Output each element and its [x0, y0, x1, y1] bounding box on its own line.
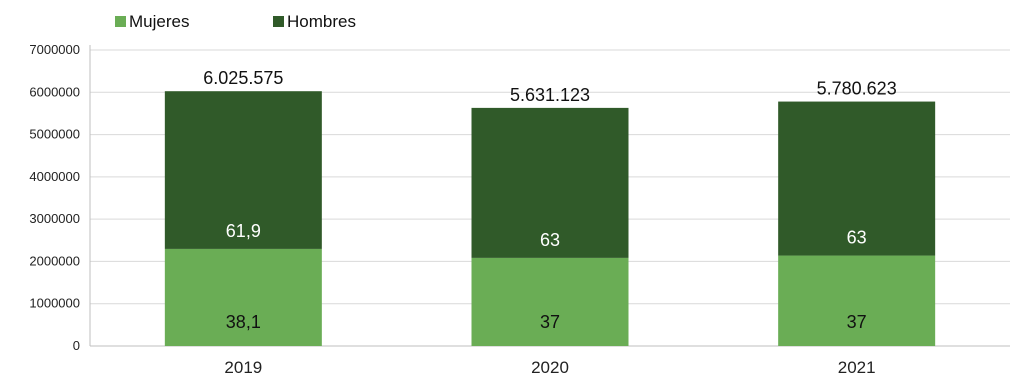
data-label-mujeres: 37 — [847, 312, 867, 332]
total-label: 5.631.123 — [510, 85, 590, 105]
y-tick-label: 1000000 — [29, 296, 80, 311]
x-tick-label: 2019 — [224, 358, 262, 377]
legend-item-hombres: Hombres — [273, 12, 356, 31]
data-label-mujeres: 38,1 — [226, 312, 261, 332]
y-tick-label: 7000000 — [29, 42, 80, 57]
total-label: 5.780.623 — [817, 79, 897, 99]
data-label-hombres: 63 — [540, 230, 560, 250]
data-label-hombres: 61,9 — [226, 221, 261, 241]
data-label-mujeres: 37 — [540, 312, 560, 332]
bar-hombres-2019 — [164, 91, 322, 249]
y-tick-label: 5000000 — [29, 127, 80, 142]
x-tick-label: 2020 — [531, 358, 569, 377]
bar-mujeres-2020 — [471, 257, 629, 346]
legend: Mujeres Hombres — [115, 12, 356, 31]
total-label: 6.025.575 — [203, 68, 283, 88]
y-tick-label: 4000000 — [29, 169, 80, 184]
y-tick-label: 3000000 — [29, 211, 80, 226]
bar-group-2020: 37 63 5.631.123 — [471, 85, 629, 346]
legend-label: Mujeres — [129, 12, 189, 31]
bars: 38,1 61,9 6.025.575 37 63 5.631.123 37 63 5.780.… — [164, 68, 936, 346]
data-label-hombres: 63 — [847, 228, 867, 248]
y-tick-label: 2000000 — [29, 253, 80, 268]
x-tick-label: 2021 — [838, 358, 876, 377]
bar-group-2021: 37 63 5.780.623 — [778, 79, 936, 346]
bar-mujeres-2021 — [778, 255, 936, 346]
bar-group-2019: 38,1 61,9 6.025.575 — [164, 68, 322, 346]
legend-swatch — [273, 16, 284, 27]
x-axis: 2019 2020 2021 — [224, 358, 875, 377]
y-tick-label: 0 — [73, 338, 80, 353]
bar-hombres-2021 — [778, 101, 936, 256]
legend-label: Hombres — [287, 12, 356, 31]
legend-swatch — [115, 16, 126, 27]
bar-hombres-2020 — [471, 107, 629, 258]
bar-mujeres-2019 — [164, 248, 322, 346]
y-tick-label: 6000000 — [29, 84, 80, 99]
legend-item-mujeres: Mujeres — [115, 12, 189, 31]
